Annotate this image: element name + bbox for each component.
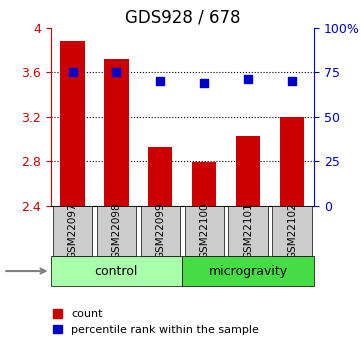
Point <box>245 77 251 82</box>
FancyBboxPatch shape <box>272 206 312 256</box>
FancyBboxPatch shape <box>140 206 180 256</box>
Bar <box>236 136 260 206</box>
Legend: count, percentile rank within the sample: count, percentile rank within the sample <box>49 305 264 339</box>
Text: GSM22100: GSM22100 <box>199 203 209 259</box>
FancyBboxPatch shape <box>184 206 224 256</box>
Bar <box>148 147 173 206</box>
Bar <box>104 59 129 206</box>
FancyBboxPatch shape <box>51 256 182 286</box>
Bar <box>60 41 84 206</box>
Title: GDS928 / 678: GDS928 / 678 <box>125 8 240 26</box>
Point <box>157 78 163 84</box>
FancyBboxPatch shape <box>97 206 136 256</box>
Point <box>113 69 119 75</box>
FancyBboxPatch shape <box>182 256 314 286</box>
FancyBboxPatch shape <box>229 206 268 256</box>
Text: GSM22101: GSM22101 <box>243 203 253 259</box>
Text: GSM22099: GSM22099 <box>155 203 165 259</box>
Point <box>201 80 207 86</box>
Bar <box>280 117 304 206</box>
Text: GSM22102: GSM22102 <box>287 203 297 259</box>
Point <box>289 78 295 84</box>
Point <box>70 69 75 75</box>
Text: GSM22098: GSM22098 <box>112 203 121 259</box>
Text: protocol: protocol <box>0 265 45 277</box>
Text: control: control <box>95 265 138 277</box>
Text: GSM22097: GSM22097 <box>68 203 78 259</box>
Text: microgravity: microgravity <box>209 265 288 277</box>
Bar <box>192 162 216 206</box>
FancyBboxPatch shape <box>53 206 92 256</box>
